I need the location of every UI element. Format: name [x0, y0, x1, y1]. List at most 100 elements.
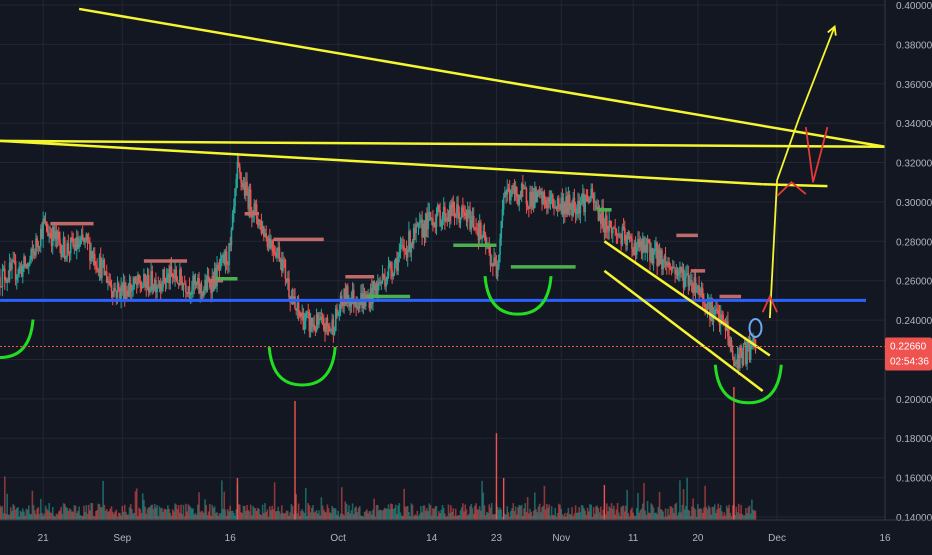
candle-body	[129, 283, 132, 292]
candle-body	[397, 256, 399, 272]
candles	[0, 152, 757, 376]
volume-bar	[736, 512, 739, 520]
candle-body	[428, 211, 431, 213]
candle-body	[1, 269, 4, 288]
candle-body	[622, 226, 625, 229]
volume-bar	[246, 504, 248, 520]
price-label: 0.22660	[890, 341, 927, 352]
volume-bar	[626, 489, 628, 520]
candle-body	[284, 260, 287, 279]
volume-bar	[221, 480, 223, 520]
volume-bar	[682, 489, 685, 520]
volume-bar	[261, 504, 264, 520]
volume-bar	[713, 504, 716, 520]
volume-bar	[753, 510, 756, 520]
candle-body	[173, 275, 175, 279]
candle-body	[133, 277, 136, 286]
volume-bar	[138, 507, 140, 520]
candle-body	[25, 264, 28, 268]
volume-bar	[7, 514, 10, 520]
candle-body	[15, 275, 18, 280]
volume-bar	[186, 511, 188, 520]
volume-bar	[588, 511, 590, 520]
candle-body	[464, 212, 467, 216]
candle-body	[668, 261, 670, 268]
candle-body	[452, 201, 455, 209]
candle-body	[676, 269, 679, 276]
candle-body	[139, 281, 142, 287]
volume-bar	[525, 511, 528, 520]
volume-bar	[139, 509, 142, 520]
candle-body	[484, 234, 487, 247]
candle-body	[722, 314, 724, 322]
candle-body	[496, 267, 499, 277]
volume-bar	[408, 512, 410, 520]
candle-body	[658, 249, 661, 264]
volume-bar	[417, 515, 420, 520]
volume-bar	[727, 508, 729, 520]
volume-bar	[19, 510, 22, 520]
candle-body	[627, 232, 630, 239]
candle-body	[571, 203, 573, 216]
candle-body	[59, 238, 61, 245]
candle-body	[494, 257, 497, 265]
candle-body	[168, 273, 170, 284]
candle-body	[572, 197, 575, 216]
volume-bar	[363, 511, 366, 520]
candle-body	[78, 244, 80, 248]
volume-bar	[731, 505, 734, 520]
candle-body	[641, 238, 644, 254]
candle-body	[705, 308, 708, 310]
volume-bar	[554, 507, 557, 520]
volume-bar	[432, 508, 434, 520]
volume-bar	[98, 504, 101, 520]
y-tick-label: 0.34000	[896, 119, 932, 130]
volume-bar	[747, 507, 750, 520]
volume-bar	[101, 507, 103, 520]
candle-body	[14, 260, 17, 280]
volume-bar	[717, 503, 720, 520]
volume-bar	[354, 507, 356, 520]
candle-body	[387, 265, 390, 277]
volume-bar	[129, 504, 132, 520]
candle-body	[314, 328, 317, 332]
candle-body	[8, 262, 11, 281]
candle-body	[394, 258, 397, 264]
volume-bar	[730, 515, 733, 520]
candle-body	[507, 188, 510, 190]
volume-bar	[649, 512, 651, 520]
candle-body	[711, 299, 714, 322]
volume-bar	[570, 514, 572, 520]
candle-body	[541, 191, 543, 204]
volume-bar	[331, 505, 333, 520]
volume-bar	[611, 508, 614, 520]
volume-bar	[494, 513, 497, 520]
candle-body	[568, 195, 571, 210]
candle-body	[558, 198, 560, 204]
volume-bar	[488, 504, 491, 520]
volume-bar	[360, 515, 362, 520]
candle-body	[276, 250, 278, 258]
candle-body	[86, 234, 89, 241]
volume-bar	[698, 508, 700, 520]
volume-bar	[328, 512, 331, 520]
volume-bar	[23, 511, 25, 520]
candle-body	[384, 277, 386, 287]
candle-body	[514, 187, 517, 195]
volume-bar	[691, 506, 693, 520]
volume-bar	[378, 510, 380, 520]
volume-bar	[168, 508, 170, 520]
candle-body	[390, 262, 392, 271]
candle-body	[158, 283, 161, 287]
candle-body	[175, 269, 178, 280]
y-tick-label: 0.38000	[896, 40, 932, 51]
volume-bar	[161, 507, 163, 520]
volume-bar	[78, 506, 80, 520]
candle-body	[149, 287, 151, 293]
volume-bar	[465, 509, 468, 520]
candle-body	[502, 197, 505, 209]
candle-body	[691, 280, 693, 293]
candle-body	[698, 285, 700, 295]
